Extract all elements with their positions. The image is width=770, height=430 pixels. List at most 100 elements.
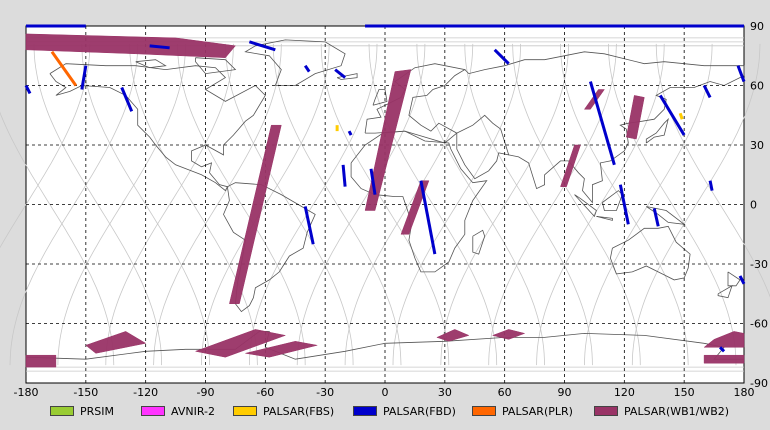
x-tick-label: 90 — [558, 386, 572, 399]
legend-item: PALSAR(PLR) — [472, 404, 573, 418]
x-tick-label: -90 — [197, 386, 215, 399]
x-tick-label: 60 — [498, 386, 512, 399]
swath-palsar-wb1-wb2 — [194, 329, 287, 358]
swath-palsar-fbd — [24, 84, 32, 95]
legend-swatch — [472, 406, 496, 416]
swath-palsar-wb1-wb2 — [491, 329, 526, 340]
orbit-track — [608, 43, 737, 366]
x-tick-label: 30 — [438, 386, 452, 399]
orbit-track — [536, 43, 665, 366]
orbit-track — [296, 43, 426, 366]
swath-palsar-wb1-wb2 — [703, 331, 745, 348]
orbit-track — [177, 43, 306, 366]
legend-label: PALSAR(WB1/WB2) — [624, 404, 730, 418]
legend-item: PALSAR(FBS) — [233, 404, 334, 418]
legend-item: AVNIR-2 — [141, 404, 215, 418]
swath-palsar-wb1-wb2 — [703, 354, 745, 364]
orbit-track — [201, 43, 330, 366]
coastline — [596, 216, 613, 221]
x-tick-label: 150 — [674, 386, 695, 399]
swath-palsar-wb1-wb2 — [245, 341, 318, 358]
swath-palsar-wb1-wb2 — [25, 354, 57, 368]
swath-palsar-fbd — [347, 130, 353, 136]
y-tick-labels: 90 60 30 0 -30 -60 -90 — [750, 20, 768, 390]
coastline — [372, 89, 388, 106]
legend-label: PALSAR(FBS) — [263, 404, 335, 418]
swath-palsar-fbs — [678, 112, 684, 120]
swath-palsar-wb1-wb2 — [626, 95, 645, 140]
swath-palsar-fbd — [658, 94, 686, 136]
swath-palsar-fbd — [618, 184, 630, 225]
swath-palsar-wb1-wb2 — [364, 69, 412, 211]
legend-swatch — [50, 406, 74, 416]
orbit-track — [440, 43, 569, 366]
swath-palsar-fbd — [149, 44, 170, 50]
y-tick-label: 90 — [750, 20, 764, 33]
swath-palsar-fbd — [334, 68, 347, 79]
orbit-track — [249, 43, 378, 366]
swath-palsar-wb1-wb2 — [560, 144, 581, 187]
swath-palsar-fbd — [652, 208, 660, 227]
orbit-track — [512, 43, 641, 366]
coastline — [336, 73, 358, 80]
legend-label: PALSAR(FBD) — [383, 404, 456, 418]
orbit-track — [81, 43, 210, 366]
orbit-track — [464, 43, 593, 366]
legend-swatch — [233, 406, 257, 416]
x-tick-labels: -180 -150 -120 -90 -60 -30 0 30 60 90 120 150 180 — [14, 386, 755, 399]
coastline — [350, 130, 488, 273]
swath-palsar-fbd — [588, 81, 616, 166]
swath-palsar-fbd — [369, 168, 377, 195]
orbit-track — [655, 43, 770, 298]
swath-palsar-fbd — [419, 180, 437, 255]
coastline — [135, 59, 167, 69]
y-tick-label: -90 — [750, 377, 768, 390]
orbit-track — [416, 43, 545, 366]
orbit-track — [129, 43, 258, 366]
orbit-track — [57, 43, 186, 366]
x-tick-label: -150 — [73, 386, 98, 399]
swath-palsar-fbd — [702, 84, 712, 99]
swath-palsar-fbd — [303, 206, 315, 245]
swath-palsar-plr — [50, 50, 78, 87]
coastline — [574, 194, 597, 218]
legend-item: PALSAR(WB1/WB2) — [594, 404, 729, 418]
swath-palsar-fbd — [303, 64, 311, 73]
legend-swatch — [141, 406, 165, 416]
swath-palsar-fbd — [719, 346, 726, 353]
orbit-track — [344, 43, 474, 366]
orbit-track — [320, 43, 450, 366]
coastline — [602, 190, 623, 211]
y-tick-label: 0 — [750, 199, 757, 212]
coastline — [717, 284, 733, 299]
x-tick-label: 0 — [382, 386, 389, 399]
world-map-plot: -180 -150 -120 -90 -60 -30 0 30 60 90 120 150 180 90… — [0, 20, 770, 399]
orbit-track — [33, 43, 162, 366]
orbit-track — [392, 43, 521, 366]
orbit-track — [368, 43, 498, 366]
coastline — [472, 229, 486, 255]
swath-palsar-wb1-wb2 — [436, 329, 470, 342]
x-tick-label: 180 — [734, 386, 755, 399]
legend-item: PRSIM — [50, 404, 114, 418]
swath-palsar-fbd — [80, 65, 88, 90]
x-tick-label: 120 — [614, 386, 635, 399]
swath-palsar-fbd — [736, 65, 746, 83]
x-tick-label: -180 — [14, 386, 39, 399]
swath-palsar-fbd — [738, 275, 746, 285]
swath-palsar-fbd — [708, 180, 714, 191]
legend-label: PRSIM — [80, 404, 114, 418]
swath-palsar-wb1-wb2 — [85, 331, 147, 354]
legend-swatch — [353, 406, 377, 416]
x-tick-label: -120 — [133, 386, 158, 399]
swath-palsar-fbd — [493, 48, 510, 65]
coastline — [727, 271, 741, 287]
orbit-track — [9, 43, 139, 366]
legend: PRSIM AVNIR-2 PALSAR(FBS) PALSAR(FBD) PALSAR… — [0, 400, 770, 422]
swath-palsar-fbd — [120, 86, 134, 112]
orbit-track — [272, 43, 402, 366]
orbit-track — [225, 43, 354, 366]
swath-palsar-wb1-wb2 — [229, 124, 282, 304]
y-tick-label: 30 — [750, 139, 764, 152]
